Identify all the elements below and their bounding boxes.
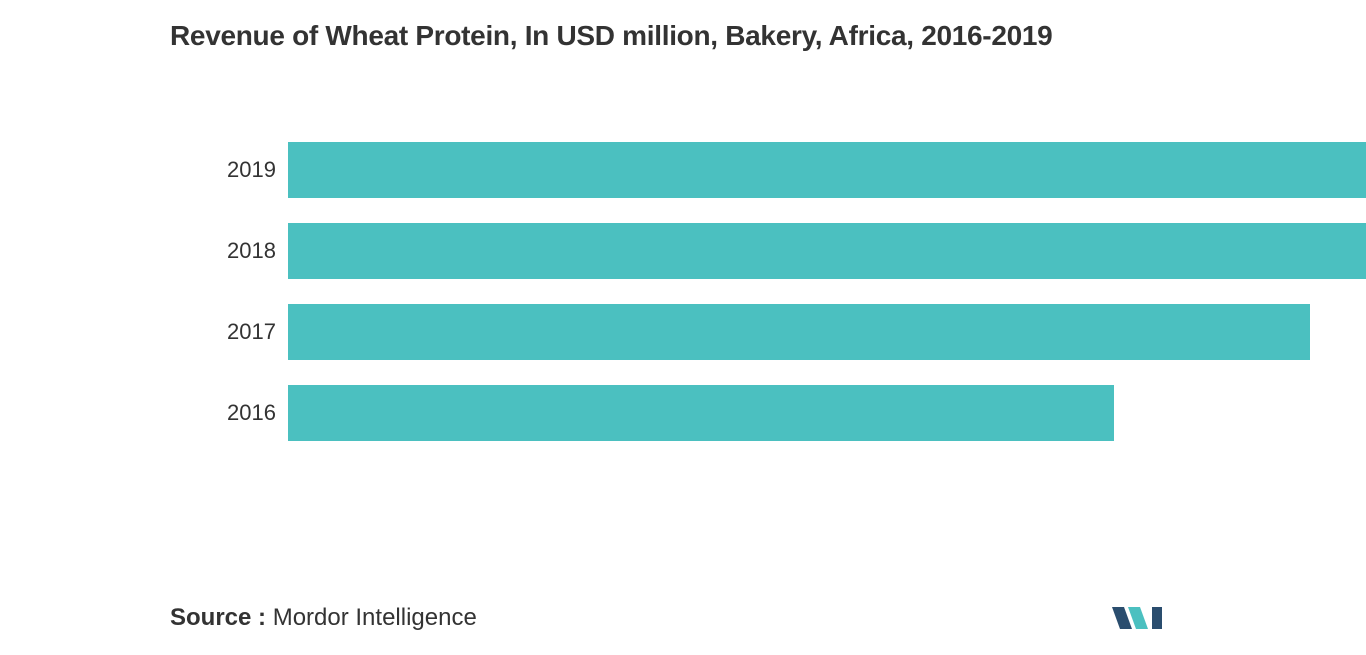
bar-label: 2017: [170, 319, 288, 345]
bar-track: [288, 142, 1366, 198]
bar-fill: [288, 142, 1366, 198]
bar-fill: [288, 304, 1310, 360]
chart-footer: Source : Mordor Intelligence: [170, 599, 1346, 637]
bars-area: 2019 2018 2017 2016: [170, 142, 1366, 441]
bar-track: [288, 304, 1366, 360]
bar-label: 2016: [170, 400, 288, 426]
bar-fill: [288, 385, 1114, 441]
bar-fill: [288, 223, 1366, 279]
bar-row: 2016: [170, 385, 1366, 441]
bar-label: 2019: [170, 157, 288, 183]
bar-track: [288, 385, 1366, 441]
bar-row: 2018: [170, 223, 1366, 279]
chart-title: Revenue of Wheat Protein, In USD million…: [170, 20, 1366, 52]
bar-track: [288, 223, 1366, 279]
brand-logo: [1110, 599, 1346, 637]
bar-row: 2017: [170, 304, 1366, 360]
logo-icon: [1110, 599, 1166, 637]
chart-container: Revenue of Wheat Protein, In USD million…: [0, 0, 1366, 655]
source-label: Source :: [170, 604, 266, 631]
source-text: Source : Mordor Intelligence: [170, 604, 477, 632]
bar-row: 2019: [170, 142, 1366, 198]
source-name: Mordor Intelligence: [273, 604, 477, 631]
bar-label: 2018: [170, 238, 288, 264]
